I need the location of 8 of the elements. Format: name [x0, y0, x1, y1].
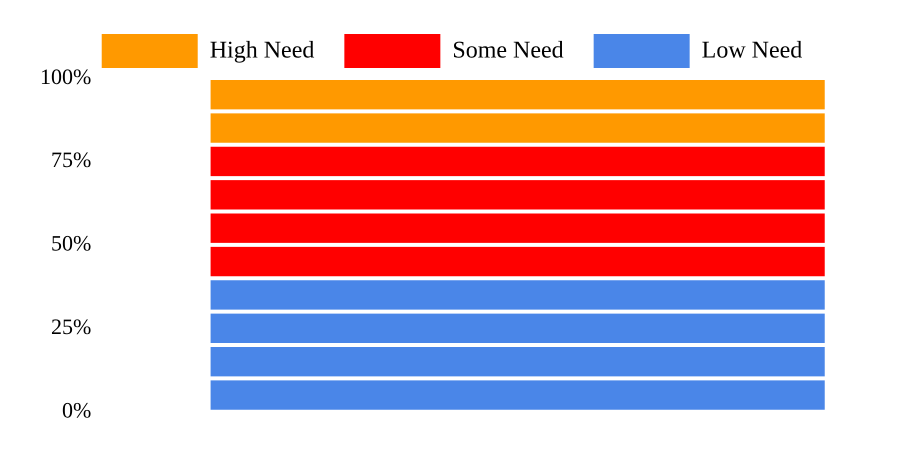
y-tick-label: 50% — [51, 230, 92, 256]
legend-label: Low Need — [702, 37, 802, 64]
y-tick-label: 25% — [51, 314, 92, 340]
y-tick-label: 75% — [51, 147, 92, 172]
legend-label: High Need — [210, 37, 314, 64]
y-tick-label: 100% — [40, 64, 92, 89]
legend-label: Some Need — [452, 37, 564, 64]
y-tick-label: 0% — [62, 398, 92, 423]
